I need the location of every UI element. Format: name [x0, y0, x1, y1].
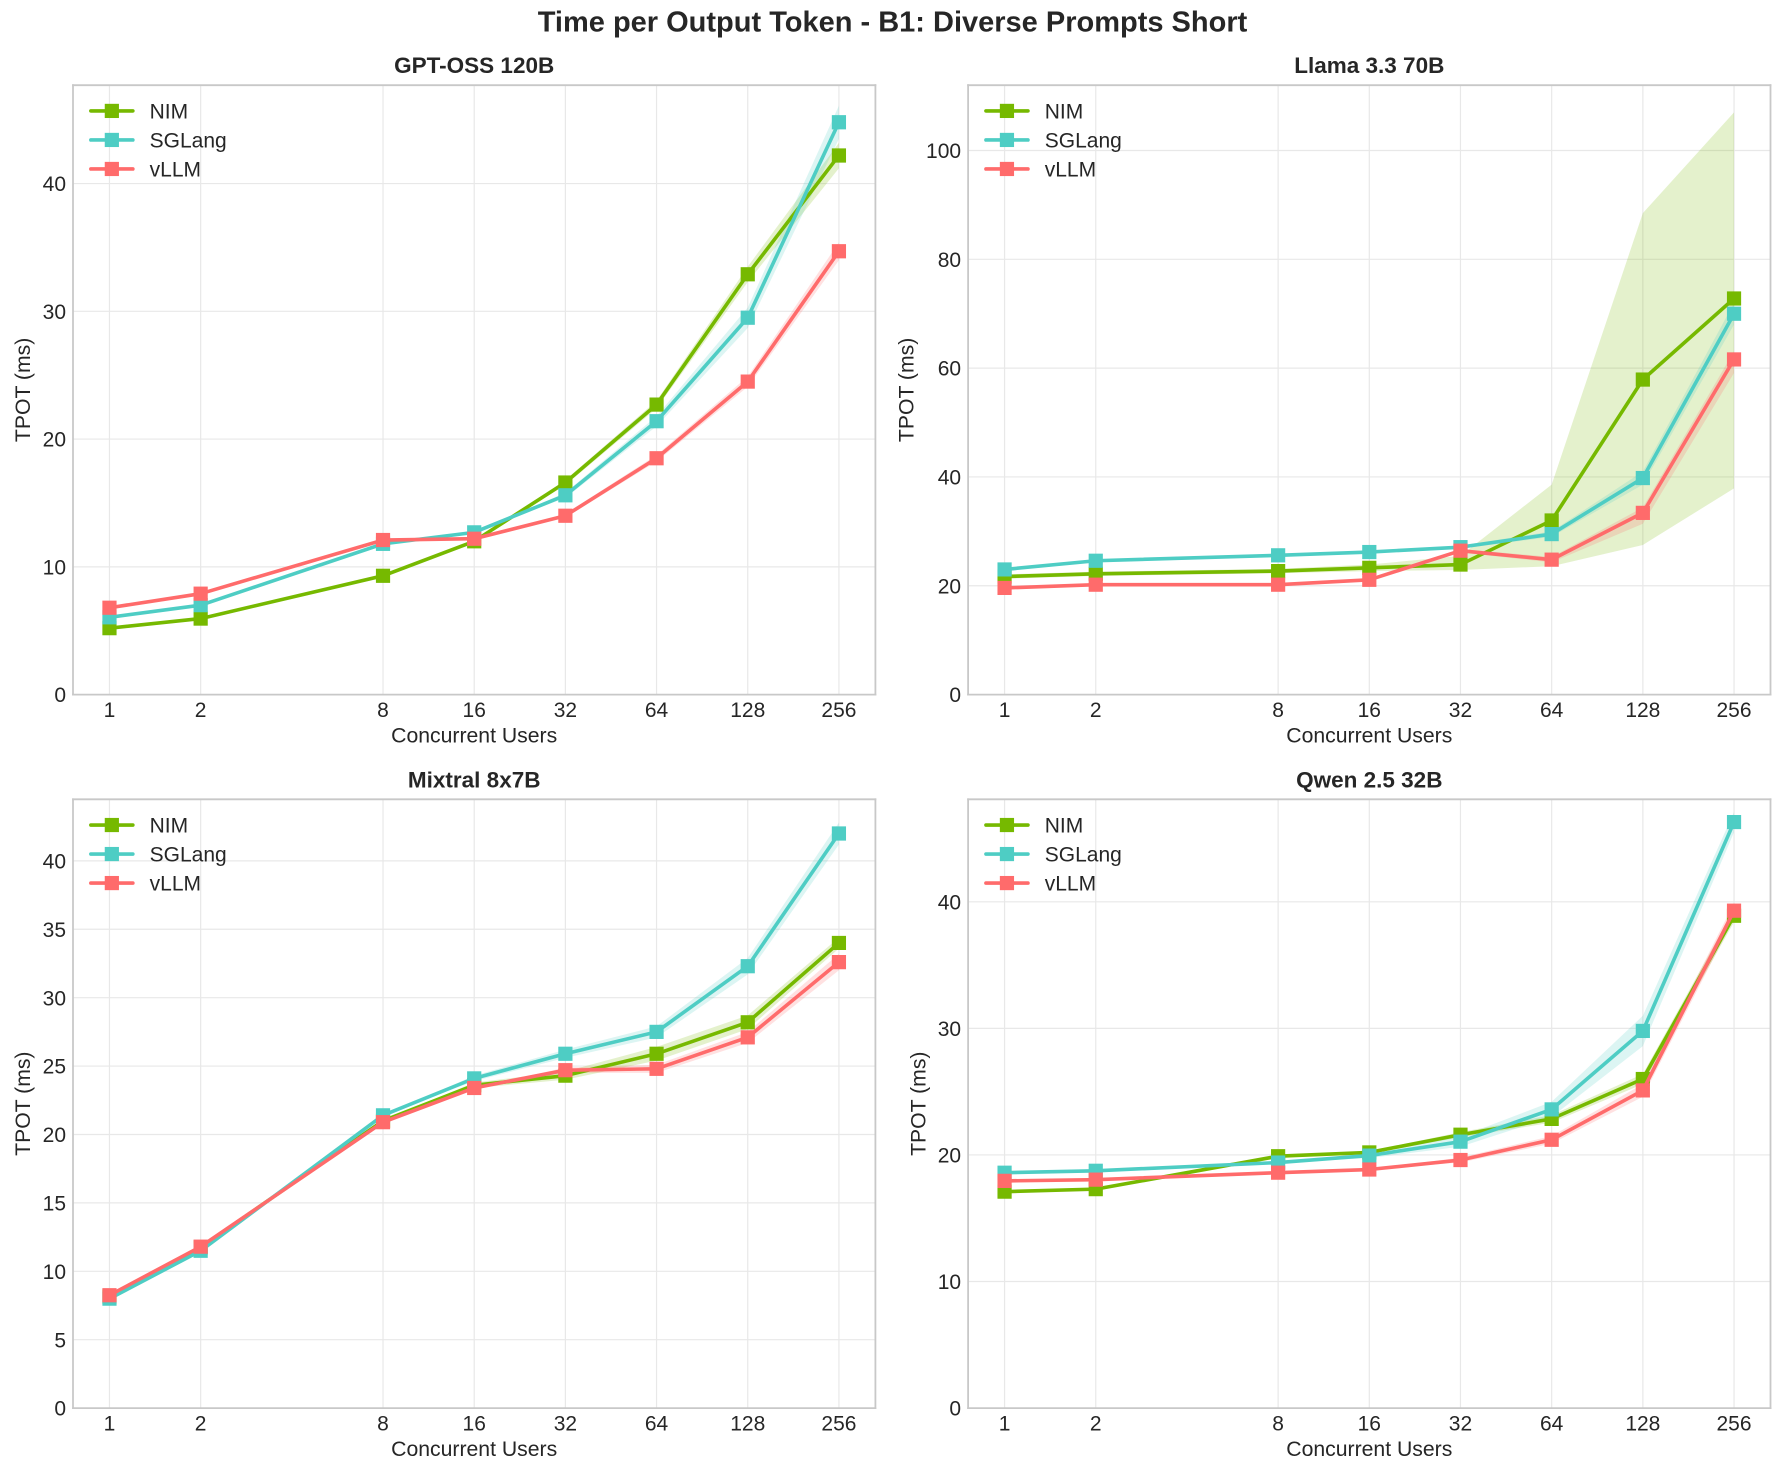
svg-text:15: 15	[43, 1192, 66, 1215]
svg-text:32: 32	[554, 699, 577, 722]
svg-text:40: 40	[43, 173, 66, 196]
svg-text:35: 35	[43, 919, 66, 942]
svg-text:2: 2	[195, 699, 207, 722]
svg-text:2: 2	[1090, 1412, 1102, 1435]
svg-text:Mixtral 8x7B: Mixtral 8x7B	[408, 767, 541, 792]
svg-text:1: 1	[999, 1412, 1011, 1435]
svg-text:16: 16	[463, 1412, 486, 1435]
svg-text:20: 20	[938, 575, 961, 598]
svg-text:NIM: NIM	[1045, 814, 1084, 837]
svg-text:0: 0	[54, 1398, 66, 1421]
svg-text:128: 128	[1625, 699, 1660, 722]
svg-text:GPT-OSS 120B: GPT-OSS 120B	[394, 53, 554, 78]
svg-text:SGLang: SGLang	[1045, 129, 1122, 152]
svg-text:16: 16	[1358, 1412, 1381, 1435]
svg-text:30: 30	[43, 301, 66, 324]
svg-text:16: 16	[1358, 699, 1381, 722]
svg-text:40: 40	[938, 467, 961, 490]
svg-text:25: 25	[43, 1056, 66, 1079]
svg-text:Qwen 2.5 32B: Qwen 2.5 32B	[1296, 767, 1442, 792]
svg-text:Llama 3.3 70B: Llama 3.3 70B	[1294, 53, 1444, 78]
svg-text:TPOT (ms): TPOT (ms)	[896, 338, 919, 442]
svg-text:64: 64	[1540, 1412, 1564, 1435]
svg-text:NIM: NIM	[1045, 100, 1084, 123]
svg-text:256: 256	[1717, 1412, 1752, 1435]
svg-text:2: 2	[195, 1412, 207, 1435]
svg-text:TPOT (ms): TPOT (ms)	[907, 1052, 930, 1156]
svg-text:0: 0	[54, 684, 66, 707]
svg-text:SGLang: SGLang	[150, 129, 227, 152]
svg-text:8: 8	[377, 699, 389, 722]
svg-text:20: 20	[43, 1124, 66, 1147]
svg-text:Concurrent Users: Concurrent Users	[391, 725, 557, 748]
svg-text:30: 30	[43, 987, 66, 1010]
svg-text:1: 1	[999, 699, 1011, 722]
svg-text:128: 128	[730, 699, 765, 722]
svg-text:1: 1	[104, 1412, 116, 1435]
svg-text:Concurrent Users: Concurrent Users	[1286, 1438, 1452, 1461]
svg-text:TPOT (ms): TPOT (ms)	[12, 338, 35, 442]
svg-text:64: 64	[645, 699, 669, 722]
svg-text:5: 5	[54, 1329, 66, 1352]
svg-text:60: 60	[938, 358, 961, 381]
svg-text:Concurrent Users: Concurrent Users	[391, 1438, 557, 1461]
svg-text:128: 128	[1625, 1412, 1660, 1435]
svg-text:20: 20	[938, 1145, 961, 1168]
svg-text:16: 16	[463, 699, 486, 722]
svg-text:32: 32	[1449, 1412, 1472, 1435]
svg-text:32: 32	[554, 1412, 577, 1435]
svg-text:256: 256	[821, 1412, 856, 1435]
svg-text:100: 100	[926, 140, 961, 163]
svg-text:vLLM: vLLM	[150, 158, 201, 181]
svg-text:8: 8	[1272, 699, 1284, 722]
svg-text:NIM: NIM	[150, 814, 189, 837]
svg-text:64: 64	[1540, 699, 1564, 722]
svg-text:80: 80	[938, 249, 961, 272]
svg-text:20: 20	[43, 429, 66, 452]
svg-text:2: 2	[1090, 699, 1102, 722]
svg-text:SGLang: SGLang	[150, 843, 227, 866]
svg-text:10: 10	[43, 556, 66, 579]
svg-text:30: 30	[938, 1018, 961, 1041]
svg-text:128: 128	[730, 1412, 765, 1435]
svg-text:vLLM: vLLM	[1045, 872, 1096, 895]
svg-text:10: 10	[43, 1261, 66, 1284]
svg-text:10: 10	[938, 1271, 961, 1294]
svg-text:vLLM: vLLM	[1045, 158, 1096, 181]
svg-text:Concurrent Users: Concurrent Users	[1286, 725, 1452, 748]
svg-text:8: 8	[377, 1412, 389, 1435]
svg-text:40: 40	[938, 891, 961, 914]
svg-text:1: 1	[104, 699, 116, 722]
svg-text:SGLang: SGLang	[1045, 843, 1122, 866]
svg-text:Time per Output Token - B1: Di: Time per Output Token - B1: Diverse Prom…	[538, 7, 1248, 39]
svg-text:8: 8	[1272, 1412, 1284, 1435]
svg-text:TPOT (ms): TPOT (ms)	[12, 1052, 35, 1156]
svg-text:vLLM: vLLM	[150, 872, 201, 895]
svg-text:NIM: NIM	[150, 100, 189, 123]
svg-text:32: 32	[1449, 699, 1472, 722]
svg-text:256: 256	[821, 699, 856, 722]
svg-text:40: 40	[43, 850, 66, 873]
svg-text:0: 0	[949, 684, 961, 707]
svg-text:64: 64	[645, 1412, 669, 1435]
svg-text:0: 0	[949, 1398, 961, 1421]
svg-text:256: 256	[1717, 699, 1752, 722]
